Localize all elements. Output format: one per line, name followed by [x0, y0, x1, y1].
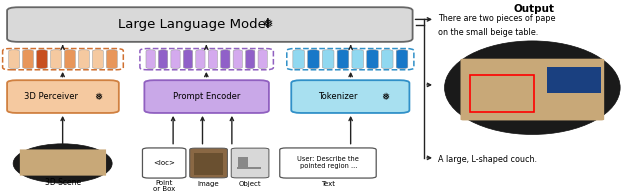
FancyBboxPatch shape: [396, 50, 408, 69]
FancyBboxPatch shape: [171, 50, 180, 69]
Text: A large, L-shaped couch.: A large, L-shaped couch.: [438, 155, 537, 164]
FancyBboxPatch shape: [106, 50, 117, 69]
Text: ❅: ❅: [381, 92, 390, 102]
FancyBboxPatch shape: [238, 157, 248, 167]
FancyBboxPatch shape: [146, 50, 156, 69]
FancyBboxPatch shape: [337, 50, 349, 69]
Text: Point: Point: [156, 180, 173, 186]
Text: <loc>: <loc>: [153, 160, 175, 166]
FancyBboxPatch shape: [280, 148, 376, 178]
FancyBboxPatch shape: [140, 49, 273, 70]
FancyBboxPatch shape: [36, 50, 47, 69]
FancyBboxPatch shape: [143, 148, 186, 178]
Ellipse shape: [13, 144, 112, 183]
FancyBboxPatch shape: [547, 67, 601, 93]
Text: Output: Output: [513, 3, 554, 14]
Text: Image: Image: [197, 181, 219, 187]
Text: Tokenizer: Tokenizer: [318, 92, 357, 101]
FancyBboxPatch shape: [3, 49, 124, 70]
FancyBboxPatch shape: [233, 50, 243, 69]
FancyBboxPatch shape: [323, 50, 334, 69]
Text: ❅: ❅: [94, 92, 102, 102]
Text: pointed region ...: pointed region ...: [300, 163, 357, 169]
Text: Text: Text: [321, 181, 335, 187]
FancyBboxPatch shape: [20, 149, 106, 176]
Ellipse shape: [445, 41, 620, 135]
Text: Prompt Encoder: Prompt Encoder: [173, 92, 241, 101]
FancyBboxPatch shape: [9, 50, 19, 69]
Text: ❅: ❅: [262, 18, 273, 31]
FancyBboxPatch shape: [293, 50, 305, 69]
FancyBboxPatch shape: [308, 50, 319, 69]
FancyBboxPatch shape: [352, 50, 364, 69]
FancyBboxPatch shape: [145, 80, 269, 113]
FancyBboxPatch shape: [189, 148, 227, 178]
FancyBboxPatch shape: [7, 7, 413, 42]
Text: Object: Object: [239, 181, 261, 187]
FancyBboxPatch shape: [7, 80, 119, 113]
Text: on the small beige table.: on the small beige table.: [438, 28, 538, 37]
Text: 3D Scene: 3D Scene: [45, 178, 81, 187]
Text: or Box: or Box: [153, 186, 175, 192]
FancyBboxPatch shape: [93, 50, 103, 69]
FancyBboxPatch shape: [208, 50, 218, 69]
FancyBboxPatch shape: [231, 148, 269, 178]
FancyBboxPatch shape: [194, 153, 223, 175]
Text: User: Describe the: User: Describe the: [298, 156, 359, 162]
FancyBboxPatch shape: [183, 50, 193, 69]
FancyBboxPatch shape: [65, 50, 76, 69]
FancyBboxPatch shape: [246, 50, 255, 69]
Text: Large Language Model: Large Language Model: [118, 18, 269, 31]
FancyBboxPatch shape: [22, 50, 33, 69]
FancyBboxPatch shape: [237, 167, 261, 169]
FancyBboxPatch shape: [159, 50, 168, 69]
Text: There are two pieces of pape: There are two pieces of pape: [438, 14, 556, 23]
FancyBboxPatch shape: [287, 49, 414, 70]
FancyBboxPatch shape: [51, 50, 61, 69]
FancyBboxPatch shape: [461, 59, 604, 120]
FancyBboxPatch shape: [381, 50, 393, 69]
FancyBboxPatch shape: [367, 50, 378, 69]
FancyBboxPatch shape: [79, 50, 90, 69]
FancyBboxPatch shape: [258, 50, 268, 69]
FancyBboxPatch shape: [291, 80, 410, 113]
FancyBboxPatch shape: [221, 50, 230, 69]
Text: 3D Perceiver: 3D Perceiver: [24, 92, 79, 101]
FancyBboxPatch shape: [196, 50, 205, 69]
